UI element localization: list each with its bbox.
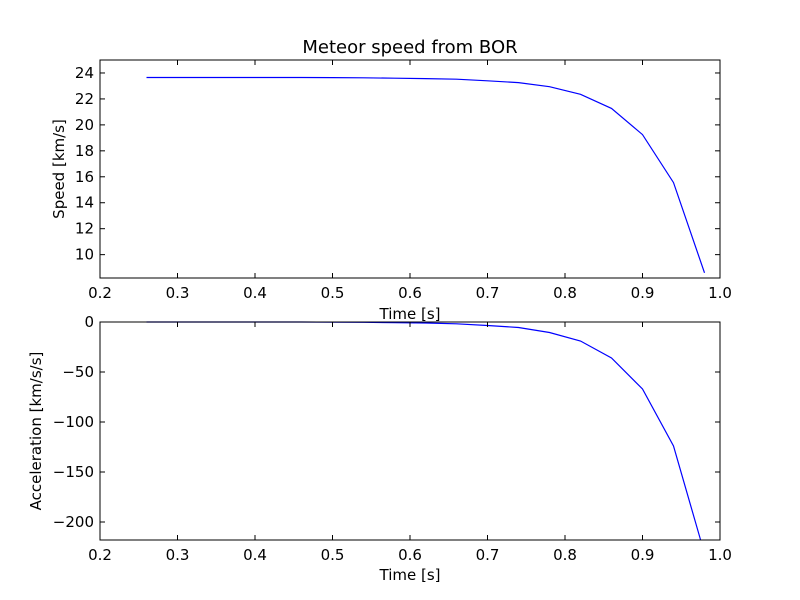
speed-y-axis-label: Speed [km/s] <box>50 119 68 219</box>
speed-x-ticks: 0.2 0.3 0.4 0.5 0.6 0.7 0.8 0.9 1.0 <box>88 60 732 302</box>
speed-x-tick-label: 0.7 <box>476 284 500 302</box>
acceleration-y-tick-label: −200 <box>53 513 94 531</box>
speed-x-tick-label: 0.9 <box>631 284 655 302</box>
speed-series-line <box>146 76 706 273</box>
speed-x-tick-label: 0.2 <box>88 284 112 302</box>
speed-plot-area <box>146 76 706 273</box>
acceleration-x-tick-label: 0.2 <box>88 546 112 564</box>
acceleration-y-tick-label: −150 <box>53 463 94 481</box>
speed-chart-title: Meteor speed from BOR <box>302 37 517 58</box>
speed-y-ticks: 10 12 14 16 18 20 22 24 <box>75 64 720 264</box>
speed-x-tick-label: 0.6 <box>398 284 422 302</box>
acceleration-x-tick-label: 0.7 <box>476 546 500 564</box>
speed-y-tick-label: 20 <box>75 116 94 134</box>
acceleration-y-ticks: 0 −50 −100 −150 −200 <box>53 313 720 531</box>
speed-x-tick-label: 0.8 <box>553 284 577 302</box>
speed-x-tick-label: 0.3 <box>166 284 190 302</box>
acceleration-x-ticks: 0.2 0.3 0.4 0.5 0.6 0.7 0.8 0.9 1.0 <box>88 322 732 564</box>
acceleration-x-tick-label: 0.9 <box>631 546 655 564</box>
speed-y-tick-label: 10 <box>75 246 94 264</box>
acceleration-x-tick-label: 0.5 <box>321 546 345 564</box>
speed-y-tick-label: 14 <box>75 194 94 212</box>
acceleration-y-tick-label: −50 <box>62 363 94 381</box>
acceleration-x-tick-label: 1.0 <box>708 546 732 564</box>
acceleration-y-axis-label: Acceleration [km/s/s] <box>27 352 45 511</box>
acceleration-y-tick-label: 0 <box>84 313 94 331</box>
acceleration-x-axis-label: Time [s] <box>379 566 441 584</box>
speed-y-tick-label: 16 <box>75 168 94 186</box>
acceleration-x-tick-label: 0.6 <box>398 546 422 564</box>
acceleration-x-tick-label: 0.3 <box>166 546 190 564</box>
speed-y-tick-label: 24 <box>75 64 94 82</box>
acceleration-y-tick-label: −100 <box>53 413 94 431</box>
speed-x-tick-label: 0.4 <box>243 284 267 302</box>
acceleration-chart: 0.2 0.3 0.4 0.5 0.6 0.7 0.8 0.9 1.0 0 −50 −100 −150… <box>27 313 732 584</box>
acceleration-x-tick-label: 0.8 <box>553 546 577 564</box>
speed-y-tick-label: 18 <box>75 142 94 160</box>
speed-x-tick-label: 1.0 <box>708 284 732 302</box>
speed-y-tick-label: 22 <box>75 90 94 108</box>
acceleration-x-tick-label: 0.4 <box>243 546 267 564</box>
speed-chart: Meteor speed from BOR 0.2 0.3 0.4 0.5 0.6 0.7… <box>50 37 732 323</box>
speed-y-tick-label: 12 <box>75 220 94 238</box>
speed-x-tick-label: 0.5 <box>321 284 345 302</box>
speed-x-axis-label: Time [s] <box>379 305 441 323</box>
